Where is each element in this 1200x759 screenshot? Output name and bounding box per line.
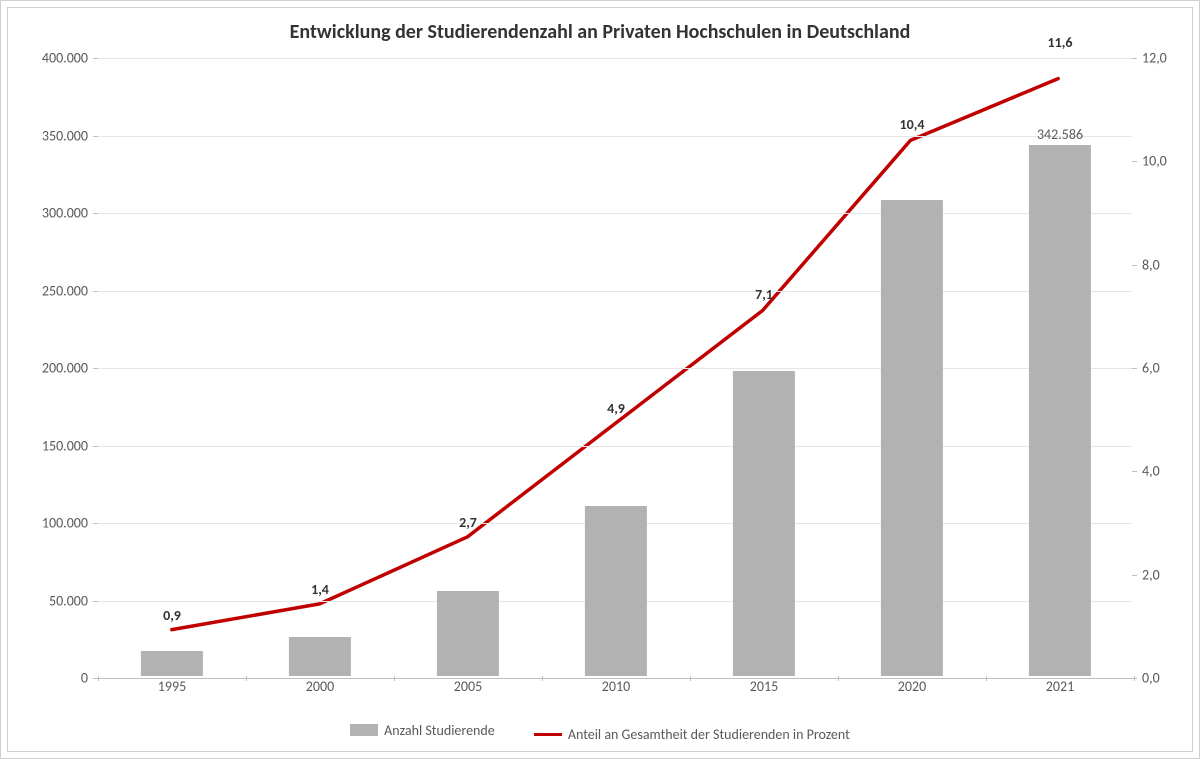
x-tick: 1995 bbox=[158, 678, 186, 695]
x-tick: 2005 bbox=[454, 678, 482, 695]
bar bbox=[437, 591, 499, 676]
legend-item-line: Anteil an Gesamtheit der Studierenden in… bbox=[534, 726, 850, 743]
line-data-label: 2,7 bbox=[459, 514, 477, 531]
gridline bbox=[98, 291, 1132, 292]
bar bbox=[733, 371, 795, 676]
x-tick: 2000 bbox=[306, 678, 334, 695]
y-axis-right: 0,02,04,06,08,010,012,0 bbox=[1132, 58, 1192, 676]
bar bbox=[141, 651, 203, 676]
y-right-tick: 0,0 bbox=[1142, 670, 1192, 687]
line-data-label: 1,4 bbox=[311, 581, 329, 598]
chart-title: Entwicklung der Studierendenzahl an Priv… bbox=[8, 20, 1192, 44]
y-left-tick: 200.000 bbox=[8, 360, 88, 377]
y-left-tick: 400.000 bbox=[8, 50, 88, 67]
chart-inner: Entwicklung der Studierendenzahl an Priv… bbox=[7, 7, 1193, 752]
x-tick: 2015 bbox=[750, 678, 778, 695]
y-left-tick: 50.000 bbox=[8, 592, 88, 609]
legend-swatch-line bbox=[534, 733, 562, 736]
y-right-tick: 2,0 bbox=[1142, 566, 1192, 583]
y-left-tick: 0 bbox=[8, 670, 88, 687]
y-left-tick: 100.000 bbox=[8, 515, 88, 532]
line-data-label: 11,6 bbox=[1048, 34, 1073, 51]
line-data-label: 0,9 bbox=[163, 607, 181, 624]
x-tick: 2021 bbox=[1046, 678, 1074, 695]
bar bbox=[1029, 145, 1091, 676]
x-axis: 1995 2000 2005 2010 2015 2020 2021 bbox=[98, 676, 1132, 701]
y-right-tick: 4,0 bbox=[1142, 463, 1192, 480]
chart-container: Entwicklung der Studierendenzahl an Priv… bbox=[0, 0, 1200, 759]
y-left-tick: 300.000 bbox=[8, 205, 88, 222]
line-data-label: 10,4 bbox=[900, 116, 925, 133]
legend-swatch-bar bbox=[350, 724, 378, 736]
gridline bbox=[98, 446, 1132, 447]
y-axis-left: 050.000100.000150.000200.000250.000300.0… bbox=[8, 58, 98, 676]
x-tick: 2010 bbox=[602, 678, 630, 695]
legend-label-bars: Anzahl Studierende bbox=[384, 722, 495, 739]
bar bbox=[585, 506, 647, 677]
y-left-tick: 350.000 bbox=[8, 127, 88, 144]
bar bbox=[881, 200, 943, 676]
y-right-tick: 10,0 bbox=[1142, 153, 1192, 170]
y-left-tick: 250.000 bbox=[8, 282, 88, 299]
gridline bbox=[98, 213, 1132, 214]
y-left-tick: 150.000 bbox=[8, 437, 88, 454]
legend: Anzahl Studierende Anteil an Gesamtheit … bbox=[8, 722, 1192, 744]
gridline bbox=[98, 136, 1132, 137]
legend-label-line: Anteil an Gesamtheit der Studierenden in… bbox=[568, 726, 850, 743]
y-right-tick: 6,0 bbox=[1142, 360, 1192, 377]
bar bbox=[289, 637, 351, 676]
x-tick: 2020 bbox=[898, 678, 926, 695]
line-data-label: 7,1 bbox=[755, 286, 773, 303]
y-right-tick: 12,0 bbox=[1142, 50, 1192, 67]
y-right-tick: 8,0 bbox=[1142, 256, 1192, 273]
line-data-label: 4,9 bbox=[607, 400, 625, 417]
gridline bbox=[98, 368, 1132, 369]
plot-area: 342.5860,91,42,74,97,110,411,6 bbox=[98, 58, 1132, 676]
bar-label: 342.586 bbox=[1037, 126, 1083, 143]
legend-item-bars: Anzahl Studierende bbox=[350, 722, 495, 739]
gridline bbox=[98, 58, 1132, 59]
